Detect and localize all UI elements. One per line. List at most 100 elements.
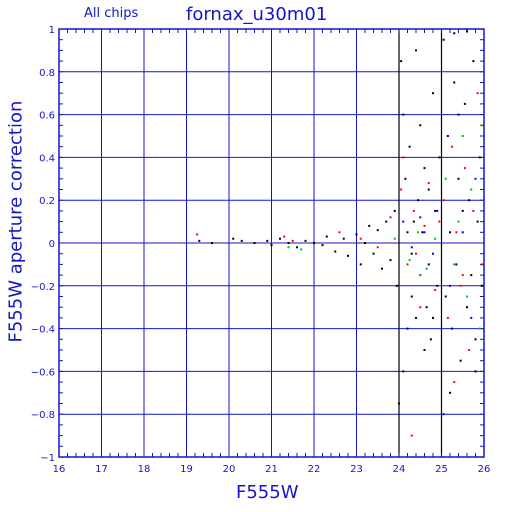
- data-point: [368, 224, 371, 227]
- data-point: [381, 267, 383, 270]
- data-point: [480, 263, 483, 266]
- data-point: [449, 284, 451, 287]
- data-point: [425, 306, 428, 309]
- data-point: [429, 338, 432, 341]
- data-point: [459, 359, 462, 362]
- data-point: [421, 231, 424, 234]
- data-point: [449, 391, 451, 394]
- data-point: [427, 188, 430, 191]
- y-tick-label: 0.2: [39, 196, 55, 207]
- x-tick-label: 26: [478, 464, 491, 475]
- data-point: [478, 156, 481, 159]
- data-point: [423, 224, 426, 227]
- data-point: [453, 263, 456, 266]
- data-point: [444, 177, 447, 180]
- plot-frame: [58, 28, 485, 458]
- data-point: [398, 402, 400, 405]
- data-point: [438, 156, 441, 159]
- y-tick-label: −1: [40, 453, 55, 464]
- data-point: [438, 220, 441, 223]
- data-point: [296, 246, 298, 249]
- data-point: [470, 188, 473, 191]
- data-point: [313, 242, 315, 244]
- chart-subtitle: All chips: [84, 6, 139, 21]
- y-axis-label: F555W aperture correction: [5, 100, 27, 343]
- x-tick-label: 16: [53, 464, 66, 475]
- data-point: [457, 177, 460, 180]
- data-point: [423, 231, 426, 234]
- data-point: [474, 370, 477, 373]
- x-tick-label: 21: [265, 464, 278, 475]
- data-point: [300, 248, 303, 251]
- data-point: [372, 252, 375, 255]
- data-point: [453, 381, 456, 384]
- data-point: [423, 167, 426, 170]
- data-point: [412, 209, 415, 212]
- data-point: [211, 242, 213, 244]
- data-point: [291, 239, 294, 242]
- data-point: [415, 316, 417, 319]
- data-point: [417, 231, 420, 234]
- data-point: [476, 220, 479, 223]
- data-point: [389, 259, 392, 262]
- data-point: [451, 327, 454, 330]
- data-point: [410, 252, 413, 255]
- data-point: [427, 182, 430, 185]
- data-point: [480, 124, 483, 127]
- data-point: [466, 295, 468, 298]
- data-point: [402, 220, 405, 223]
- data-point: [240, 239, 243, 242]
- data-point: [376, 229, 379, 232]
- data-point: [266, 239, 269, 242]
- data-point: [364, 242, 366, 244]
- data-point: [279, 237, 281, 240]
- data-point: [406, 327, 409, 330]
- data-point: [427, 263, 430, 266]
- data-point: [434, 289, 437, 292]
- data-point: [468, 199, 471, 202]
- data-point: [400, 188, 403, 191]
- data-point: [463, 167, 466, 170]
- data-point: [480, 284, 483, 287]
- data-point: [434, 209, 437, 212]
- data-point: [446, 135, 449, 137]
- data-point: [455, 263, 458, 266]
- data-point: [304, 239, 307, 242]
- data-point: [402, 370, 405, 373]
- data-point: [270, 244, 273, 247]
- y-tick-label: 0: [49, 239, 55, 250]
- y-tick-label: −0.2: [31, 282, 55, 293]
- data-point: [436, 209, 439, 212]
- data-point: [425, 267, 428, 270]
- data-point: [408, 259, 411, 262]
- data-point: [436, 284, 439, 287]
- y-tick-label: 0.6: [39, 111, 55, 122]
- data-point: [468, 349, 471, 351]
- y-tick-label: −0.4: [31, 325, 55, 336]
- y-tick-label: 0.8: [39, 68, 55, 79]
- data-point: [402, 113, 405, 116]
- data-point: [198, 239, 201, 242]
- chart-title: fornax_u30m01: [186, 4, 328, 25]
- data-point: [466, 306, 468, 309]
- x-tick-label: 18: [138, 464, 151, 475]
- x-tick-label: 25: [435, 464, 448, 475]
- data-point: [474, 338, 477, 341]
- x-tick-label: 17: [95, 464, 108, 475]
- data-point: [442, 413, 445, 416]
- data-point: [287, 246, 290, 249]
- x-tick-label: 22: [308, 464, 321, 475]
- data-point: [453, 32, 456, 35]
- data-point: [400, 60, 403, 63]
- data-point: [395, 284, 398, 287]
- data-point: [404, 177, 407, 180]
- data-point: [412, 220, 415, 223]
- data-point: [457, 113, 460, 116]
- data-point: [355, 233, 358, 236]
- data-point: [461, 135, 464, 137]
- data-point: [406, 231, 409, 234]
- data-point: [442, 199, 445, 202]
- data-point: [457, 220, 460, 223]
- data-point: [338, 231, 341, 234]
- data-point: [432, 316, 434, 319]
